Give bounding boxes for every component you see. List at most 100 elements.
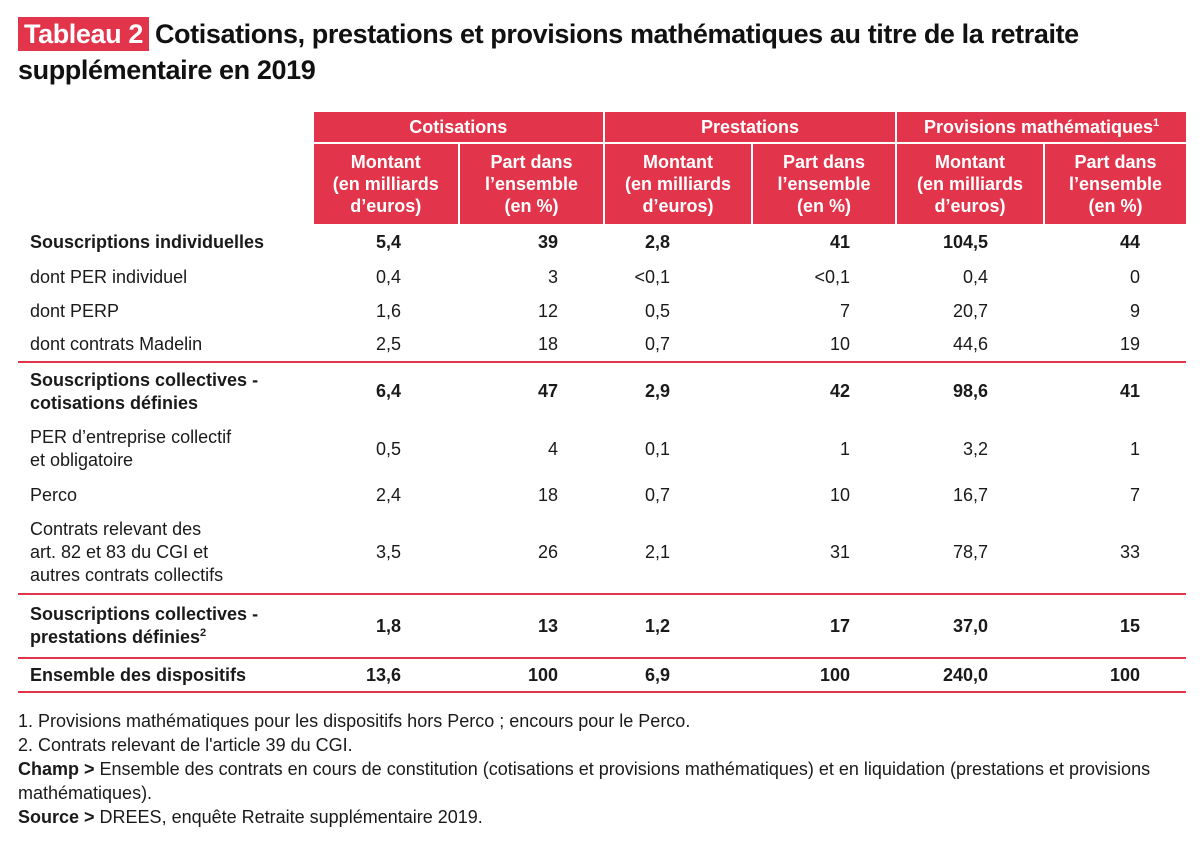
cell-value: 9 <box>1130 300 1141 321</box>
table-row: Souscriptions individuelles 5,4 39 2,8 4… <box>18 224 1186 260</box>
subheader-part: Part dans l’ensemble (en %) <box>457 143 605 224</box>
group-header-provisions: Provisions mathématiques1 <box>895 112 1187 144</box>
source-note: Source > DREES, enquête Retraite supplém… <box>18 805 1188 829</box>
cell-value: 31 <box>830 542 851 562</box>
cell-value: 6,9 <box>604 657 753 693</box>
cell-value: 41 <box>1044 361 1187 420</box>
cell-value: 39 <box>537 231 559 252</box>
cell-value: 19 <box>1120 334 1141 354</box>
row-label: dont contrats Madelin <box>30 334 203 354</box>
cell-value: 0,5 <box>375 438 401 459</box>
subheader-montant: Montant (en milliards d’euros) <box>310 143 459 224</box>
footnote-ref-1: 1 <box>1153 116 1160 129</box>
cell-value: 13,6 <box>312 657 459 693</box>
footnote-ref-2: 2 <box>200 627 207 639</box>
cell-value: <0,1 <box>814 266 851 287</box>
subheader-part: Part dans l’ensemble (en %) <box>1043 143 1187 224</box>
champ-note: Champ > Ensemble des contrats en cours d… <box>18 757 1188 805</box>
source-text: DREES, enquête Retraite supplémentaire 2… <box>94 807 483 827</box>
cell-value: 33 <box>1120 542 1141 562</box>
cell-value: 240,0 <box>896 657 1045 693</box>
cell-value: 2,5 <box>375 334 401 354</box>
cell-value: 0,4 <box>963 266 989 287</box>
row-label: Perco <box>30 484 78 505</box>
cell-value: 16,7 <box>952 484 989 505</box>
cell-value: 18 <box>537 334 559 354</box>
footnote-1: 1. Provisions mathématiques pour les dis… <box>18 711 691 731</box>
cell-value: 44,6 <box>952 334 989 354</box>
subheader-montant: Montant (en milliards d’euros) <box>603 143 753 224</box>
table-row: Souscriptions collectives - prestations d… <box>18 593 1187 658</box>
cell-value: 78,7 <box>952 542 989 562</box>
cell-value: 100 <box>459 657 605 693</box>
cell-value: 6,4 <box>312 361 459 420</box>
table-row: dont contrats Madelin 2,5 18 0,7 10 44,6… <box>18 328 1186 362</box>
row-label: dont PER individuel <box>30 266 188 287</box>
row-label: Contrats relevant des art. 82 et 83 du CG… <box>30 519 224 585</box>
source-label: Source > <box>18 807 95 827</box>
cell-value: 3,5 <box>375 542 401 562</box>
champ-label: Champ > <box>18 759 95 779</box>
cell-value: 13 <box>459 593 605 658</box>
cell-value: <0,1 <box>634 266 671 287</box>
cell-value: 4 <box>548 438 559 459</box>
cell-value: 37,0 <box>896 593 1045 658</box>
footnotes: 1. Provisions mathématiques pour les dis… <box>18 709 1188 829</box>
row-label: Ensemble des dispositifs <box>18 657 312 693</box>
cell-value: 100 <box>1044 657 1187 693</box>
cell-value: 98,6 <box>896 361 1045 420</box>
row-label: Souscriptions collectives - prestations d… <box>18 593 312 658</box>
cell-value: 3 <box>548 266 559 287</box>
cell-value: 12 <box>537 300 559 321</box>
cell-value: 44 <box>1120 231 1141 252</box>
cell-value: 0,7 <box>644 334 671 354</box>
table-row: Contrats relevant des art. 82 et 83 du CG… <box>18 512 1186 594</box>
cell-value: 5,4 <box>375 231 401 252</box>
cell-value: 1,6 <box>375 300 401 321</box>
table-number-tag: Tableau 2 <box>18 17 149 51</box>
cell-value: 10 <box>830 334 851 354</box>
table-title: Tableau 2 Cotisations, prestations et pro… <box>18 16 1188 88</box>
cell-value: 1 <box>840 438 851 459</box>
table-row: Ensemble des dispositifs 13,6 100 6,9 10… <box>18 657 1187 693</box>
subheader-montant: Montant (en milliards d’euros) <box>895 143 1045 224</box>
table-row: dont PERP 1,6 12 0,5 7 20,7 9 <box>18 294 1186 328</box>
subheader-part: Part dans l’ensemble (en %) <box>751 143 897 224</box>
row-label: Souscriptions collectives - cotisations d… <box>18 361 312 420</box>
group-header-cotisations: Cotisations <box>310 112 605 144</box>
cell-value: 10 <box>830 484 851 505</box>
cell-value: 42 <box>752 361 897 420</box>
cell-value: 26 <box>537 542 559 562</box>
cell-value: 0,7 <box>644 484 671 505</box>
data-table: Cotisations Prestations Provisions mathé… <box>18 112 1187 693</box>
group-header-prestations: Prestations <box>603 112 897 144</box>
cell-value: 2,1 <box>644 542 671 562</box>
table-row: Souscriptions collectives - cotisations d… <box>18 361 1187 420</box>
cell-value: 100 <box>752 657 897 693</box>
cell-value: 18 <box>537 484 559 505</box>
cell-value: 104,5 <box>942 231 989 252</box>
table-row: PER d’entreprise collectif et obligatoire… <box>18 420 1186 478</box>
cell-value: 7 <box>840 300 851 321</box>
cell-value: 1,8 <box>312 593 459 658</box>
cell-value: 1 <box>1130 438 1141 459</box>
cell-value: 0,1 <box>644 438 671 459</box>
cell-value: 0,5 <box>644 300 671 321</box>
cell-value: 20,7 <box>952 300 989 321</box>
cell-value: 1,2 <box>604 593 753 658</box>
table-row: Perco 2,4 18 0,7 10 16,7 7 <box>18 478 1186 512</box>
cell-value: 2,9 <box>604 361 753 420</box>
cell-value: 0 <box>1130 266 1141 287</box>
row-label: Souscriptions individuelles <box>30 231 265 252</box>
cell-value: 7 <box>1130 484 1141 505</box>
empty-corner-cell <box>18 112 312 224</box>
row-label: dont PERP <box>30 300 120 321</box>
footnote-2: 2. Contrats relevant de l'article 39 du … <box>18 735 353 755</box>
cell-value: 2,8 <box>644 231 671 252</box>
champ-text: Ensemble des contrats en cours de consti… <box>18 759 1151 803</box>
cell-value: 2,4 <box>375 484 401 505</box>
cell-value: 0,4 <box>375 266 401 287</box>
cell-value: 47 <box>459 361 605 420</box>
cell-value: 3,2 <box>963 438 989 459</box>
row-label: PER d’entreprise collectif et obligatoire <box>30 427 232 470</box>
